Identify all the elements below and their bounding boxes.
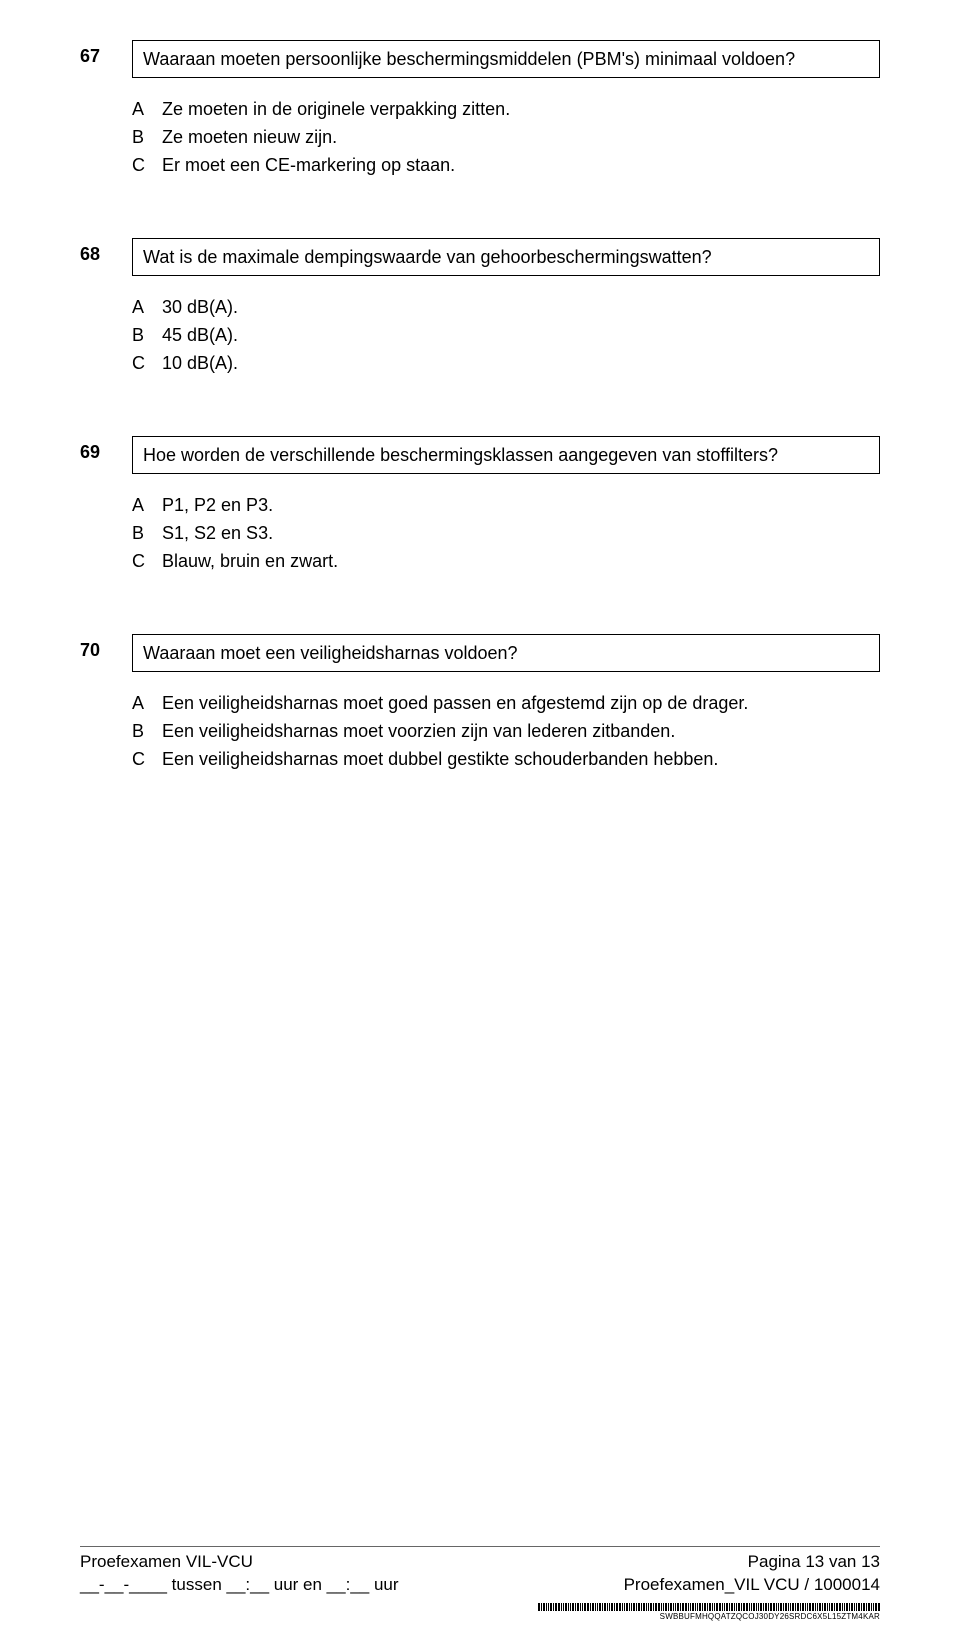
- answer-letter: B: [132, 124, 162, 152]
- answer-text: Blauw, bruin en zwart.: [162, 548, 338, 576]
- answer-text: 30 dB(A).: [162, 294, 238, 322]
- answer-text: Ze moeten in de originele verpakking zit…: [162, 96, 510, 124]
- answer-option: A P1, P2 en P3.: [132, 492, 880, 520]
- answer-text: Een veiligheidsharnas moet dubbel gestik…: [162, 746, 718, 774]
- answers-list: A P1, P2 en P3. B S1, S2 en S3. C Blauw,…: [132, 492, 880, 576]
- answer-letter: B: [132, 520, 162, 548]
- answer-text: P1, P2 en P3.: [162, 492, 273, 520]
- answer-option: C Een veiligheidsharnas moet dubbel gest…: [132, 746, 880, 774]
- barcode-text: SWBBUFMHQQATZQCOJ30DY26SRDC6X5L15ZTM4KAR: [660, 1612, 880, 1621]
- answer-text: Een veiligheidsharnas moet goed passen e…: [162, 690, 748, 718]
- barcode-stripes: [538, 1603, 880, 1611]
- answer-letter: C: [132, 350, 162, 378]
- answer-option: C Er moet een CE-markering op staan.: [132, 152, 880, 180]
- answer-option: A Ze moeten in de originele verpakking z…: [132, 96, 880, 124]
- barcode: SWBBUFMHQQATZQCOJ30DY26SRDC6X5L15ZTM4KAR: [538, 1603, 880, 1621]
- footer-page-number: Pagina 13 van 13: [748, 1551, 880, 1574]
- answer-text: 10 dB(A).: [162, 350, 238, 378]
- page-footer: Proefexamen VIL-VCU Pagina 13 van 13 __-…: [80, 1546, 880, 1597]
- answer-option: C 10 dB(A).: [132, 350, 880, 378]
- answers-list: A Ze moeten in de originele verpakking z…: [132, 96, 880, 180]
- question-70: 70 Waaraan moet een veiligheidsharnas vo…: [80, 634, 880, 774]
- question-number: 70: [80, 634, 132, 661]
- answer-option: B 45 dB(A).: [132, 322, 880, 350]
- question-number: 67: [80, 40, 132, 67]
- question-text: Hoe worden de verschillende beschermings…: [132, 436, 880, 474]
- answers-list: A Een veiligheidsharnas moet goed passen…: [132, 690, 880, 774]
- answer-letter: C: [132, 548, 162, 576]
- question-67: 67 Waaraan moeten persoonlijke beschermi…: [80, 40, 880, 180]
- answer-letter: B: [132, 322, 162, 350]
- answer-text: Ze moeten nieuw zijn.: [162, 124, 337, 152]
- answer-letter: B: [132, 718, 162, 746]
- answer-option: A 30 dB(A).: [132, 294, 880, 322]
- answer-letter: C: [132, 152, 162, 180]
- question-text: Waaraan moeten persoonlijke beschermings…: [132, 40, 880, 78]
- answer-text: S1, S2 en S3.: [162, 520, 273, 548]
- question-text: Waaraan moet een veiligheidsharnas voldo…: [132, 634, 880, 672]
- page-content: 67 Waaraan moeten persoonlijke beschermi…: [0, 0, 960, 774]
- answers-list: A 30 dB(A). B 45 dB(A). C 10 dB(A).: [132, 294, 880, 378]
- question-text: Wat is de maximale dempingswaarde van ge…: [132, 238, 880, 276]
- question-69: 69 Hoe worden de verschillende beschermi…: [80, 436, 880, 576]
- answer-option: B S1, S2 en S3.: [132, 520, 880, 548]
- answer-option: B Een veiligheidsharnas moet voorzien zi…: [132, 718, 880, 746]
- answer-letter: A: [132, 294, 162, 322]
- question-number: 68: [80, 238, 132, 265]
- answer-text: 45 dB(A).: [162, 322, 238, 350]
- answer-text: Een veiligheidsharnas moet voorzien zijn…: [162, 718, 675, 746]
- answer-letter: A: [132, 690, 162, 718]
- question-68: 68 Wat is de maximale dempingswaarde van…: [80, 238, 880, 378]
- answer-letter: A: [132, 96, 162, 124]
- question-number: 69: [80, 436, 132, 463]
- footer-left-title: Proefexamen VIL-VCU: [80, 1551, 253, 1574]
- answer-option: C Blauw, bruin en zwart.: [132, 548, 880, 576]
- footer-left-datetime: __-__-____ tussen __:__ uur en __:__ uur: [80, 1574, 399, 1597]
- answer-text: Er moet een CE-markering op staan.: [162, 152, 455, 180]
- answer-letter: C: [132, 746, 162, 774]
- footer-right-ref: Proefexamen_VIL VCU / 1000014: [624, 1574, 880, 1597]
- answer-option: B Ze moeten nieuw zijn.: [132, 124, 880, 152]
- answer-option: A Een veiligheidsharnas moet goed passen…: [132, 690, 880, 718]
- answer-letter: A: [132, 492, 162, 520]
- footer-divider: [80, 1546, 880, 1547]
